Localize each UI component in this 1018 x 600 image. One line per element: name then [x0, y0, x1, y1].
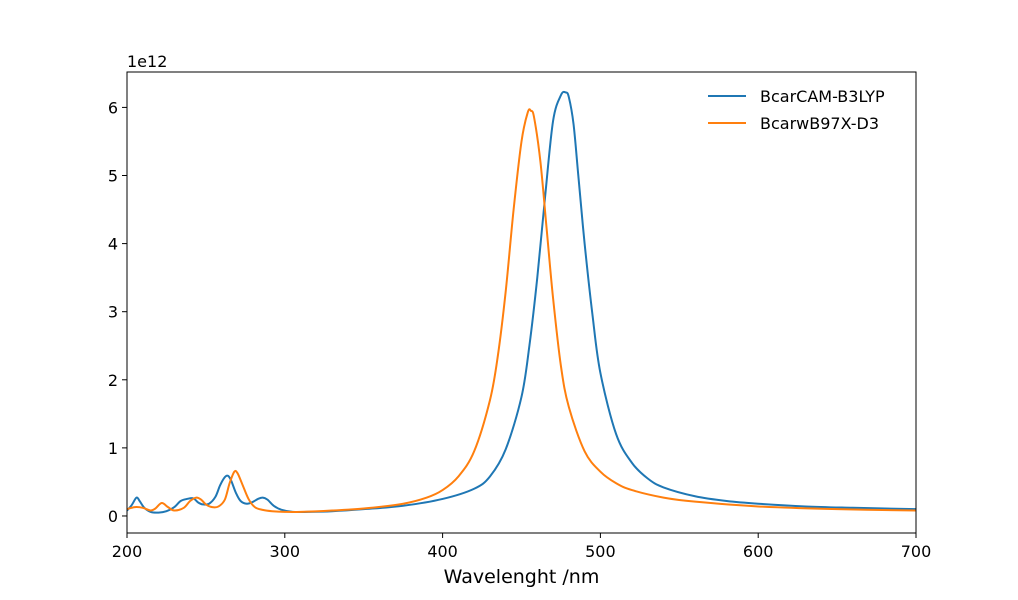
y-tick-label: 6: [108, 98, 118, 117]
x-axis-ticks: 200 300 400 500 600 700: [112, 533, 932, 561]
y-axis-ticks: 0 1 2 3 4 5 6: [108, 98, 127, 526]
series-line-1: [127, 90, 916, 514]
x-tick-label: 400: [427, 542, 458, 561]
legend-label: BcarwB97X-D3: [760, 114, 879, 133]
x-tick-label: 200: [112, 542, 143, 561]
x-tick-label: 500: [585, 542, 616, 561]
y-tick-label: 5: [108, 167, 118, 186]
y-tick-label: 3: [108, 303, 118, 322]
series-layer: [127, 90, 916, 514]
y-tick-label: 0: [108, 507, 118, 526]
y-tick-label: 1: [108, 439, 118, 458]
x-tick-label: 300: [270, 542, 301, 561]
y-axis-offset-label: 1e12: [127, 52, 167, 71]
legend: BcarCAM-B3LYP BcarwB97X-D3: [708, 87, 885, 133]
y-tick-label: 4: [108, 235, 118, 254]
x-tick-label: 600: [743, 542, 774, 561]
series-line-2: [127, 108, 916, 514]
axes-frame: [126, 71, 917, 534]
x-axis-title: Wavelenght /nm: [444, 566, 600, 588]
y-tick-label: 2: [108, 371, 118, 390]
legend-label: BcarCAM-B3LYP: [760, 87, 885, 106]
x-tick-label: 700: [901, 542, 932, 561]
